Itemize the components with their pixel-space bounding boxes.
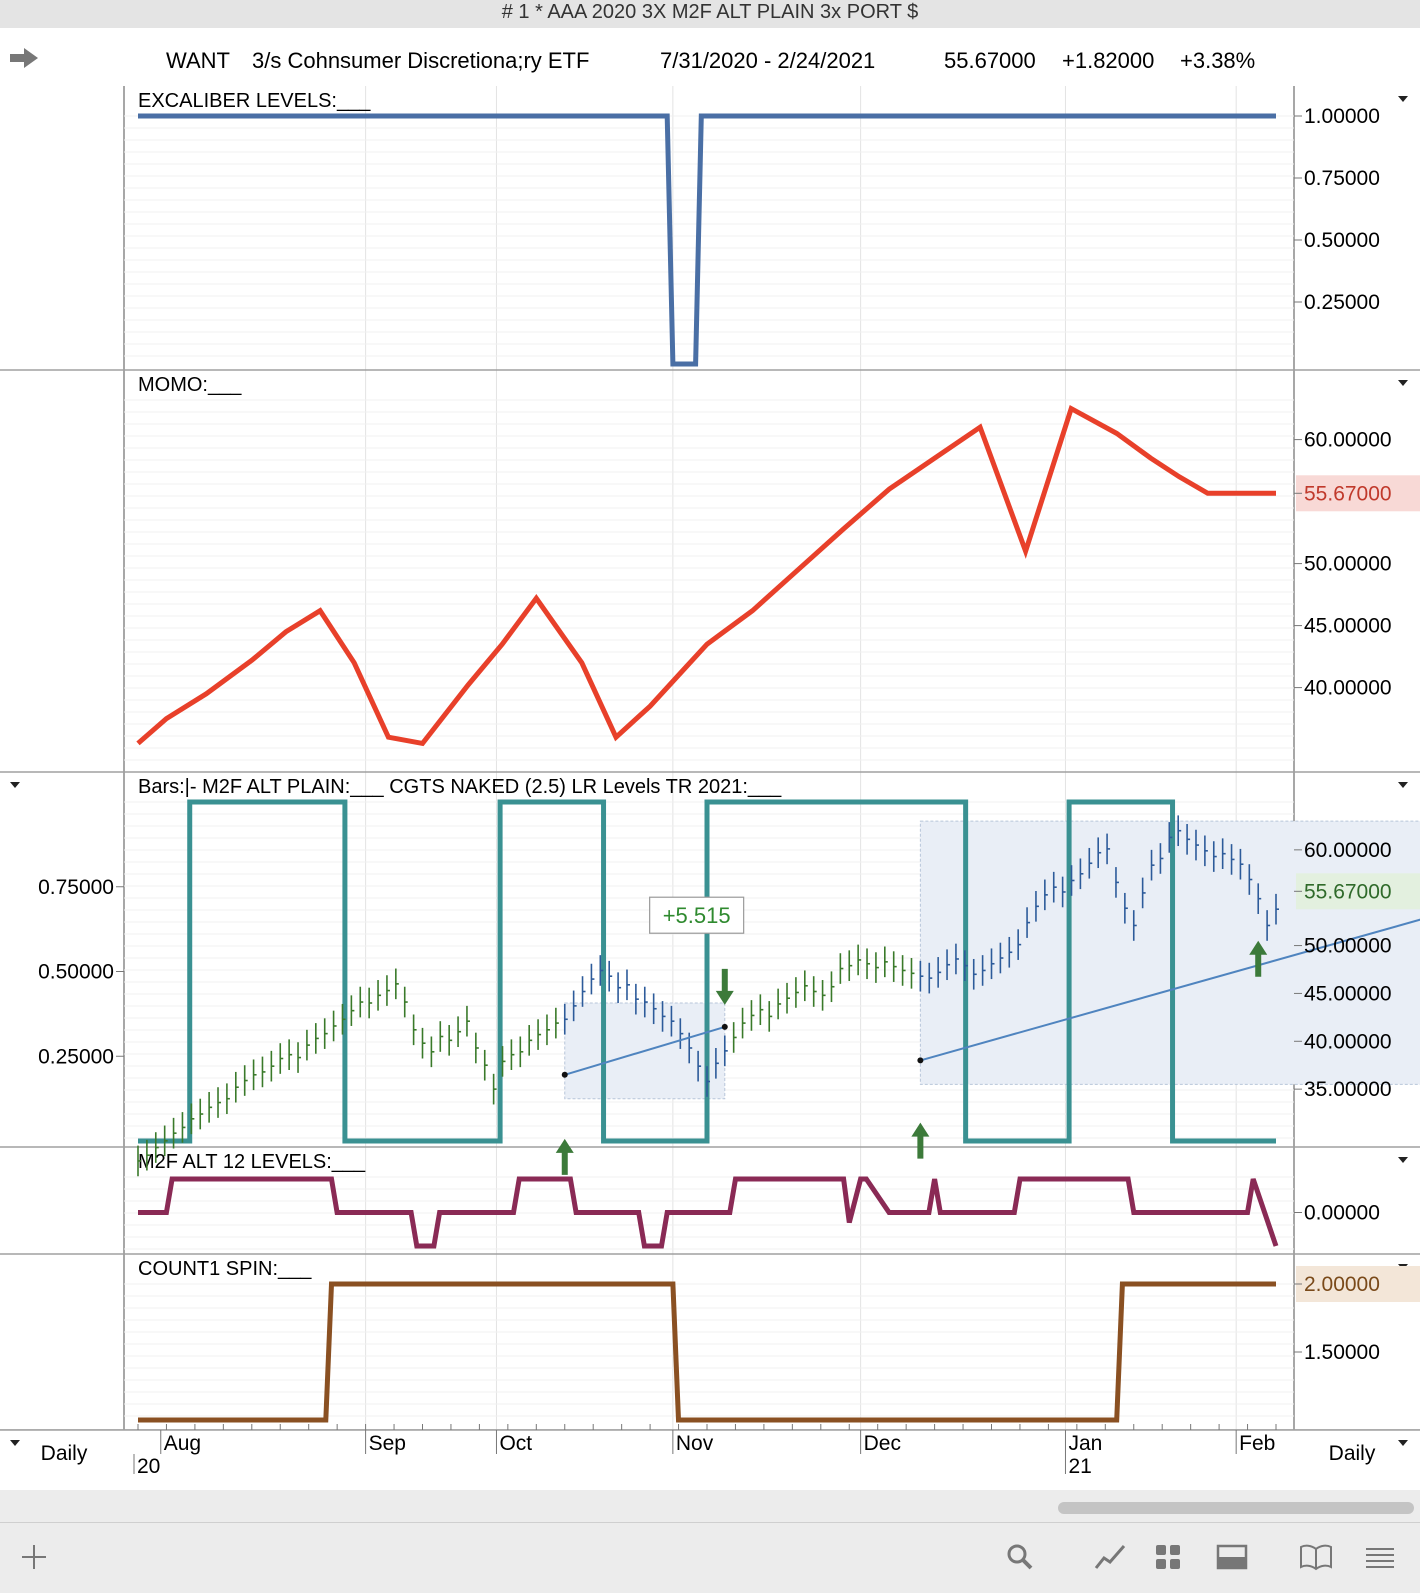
chevron-down-icon xyxy=(1398,96,1408,102)
month-label: Jan xyxy=(1068,1432,1102,1455)
left-ytick: 0.50000 xyxy=(38,961,114,984)
month-label: Aug xyxy=(164,1432,201,1455)
regression-start-dot xyxy=(917,1057,924,1064)
chevron-down-icon xyxy=(1398,1440,1408,1446)
bars-ytick: 55.67000 xyxy=(1304,880,1392,903)
chevron-down-icon xyxy=(10,782,20,788)
quote-name: 3/s Cohnsumer Discretiona;ry ETF xyxy=(252,48,590,73)
left-period-label: Daily xyxy=(41,1442,88,1465)
quote-range: 7/31/2020 - 2/24/2021 xyxy=(660,48,876,73)
excaliber-ytick: 0.25000 xyxy=(1304,291,1380,314)
panel-icon[interactable] xyxy=(1212,1537,1252,1577)
arrow-right-icon[interactable] xyxy=(8,46,40,70)
month-label: Sep xyxy=(369,1432,406,1455)
book-icon[interactable] xyxy=(1296,1537,1336,1577)
quote-change: +1.82000 xyxy=(1062,48,1155,73)
line-chart-icon[interactable] xyxy=(1090,1537,1130,1577)
quote-pct: +3.38% xyxy=(1180,48,1256,73)
month-label: Oct xyxy=(499,1432,532,1455)
quote-bar: WANT 3/s Cohnsumer Discretiona;ry ETF 7/… xyxy=(0,28,1420,87)
chevron-down-icon xyxy=(1398,782,1408,788)
year-label: 21 xyxy=(1068,1455,1091,1478)
count1-ytick: 2.00000 xyxy=(1304,1273,1380,1296)
search-icon[interactable] xyxy=(1000,1537,1040,1577)
month-label: Dec xyxy=(864,1432,901,1455)
horizontal-scrollbar[interactable] xyxy=(1058,1502,1414,1514)
bars-ytick: 40.00000 xyxy=(1304,1030,1392,1053)
momo-ytick: 50.00000 xyxy=(1304,553,1392,576)
bars-ytick: 60.00000 xyxy=(1304,839,1392,862)
year-label: 20 xyxy=(137,1455,160,1478)
bottom-toolbar xyxy=(0,1522,1420,1593)
pane-title: COUNT1 SPIN:___ xyxy=(138,1258,312,1280)
m2f-alt-plain-signal xyxy=(138,799,1276,1144)
momo-ytick: 45.00000 xyxy=(1304,615,1392,638)
count1-ytick: 1.50000 xyxy=(1304,1341,1380,1364)
momo-ytick: 55.67000 xyxy=(1304,482,1392,505)
chevron-down-icon xyxy=(1398,380,1408,386)
count1-spin-line xyxy=(138,1281,1276,1423)
left-ytick: 0.75000 xyxy=(38,876,114,899)
pane-title: Bars:|- M2F ALT PLAIN:___ CGTS NAKED (2.… xyxy=(138,776,782,798)
buy-arrow-icon xyxy=(555,1138,574,1175)
time-axis-background xyxy=(0,1430,1420,1490)
gain-annotation-box xyxy=(649,896,745,934)
right-period-label: Daily xyxy=(1329,1442,1376,1465)
regression-start-dot xyxy=(561,1071,568,1078)
excaliber-line xyxy=(138,113,1276,367)
add-icon[interactable] xyxy=(14,1537,54,1577)
grid-icon[interactable] xyxy=(1148,1537,1188,1577)
buy-arrow-icon xyxy=(1249,940,1268,977)
m2f-alt-12-line xyxy=(138,1176,1279,1249)
chevron-down-icon xyxy=(10,1440,20,1446)
month-label: Feb xyxy=(1239,1432,1275,1455)
bars-ytick: 35.00000 xyxy=(1304,1078,1392,1101)
excaliber-ytick: 1.00000 xyxy=(1304,105,1380,128)
quote-last: 55.67000 xyxy=(944,48,1036,73)
chevron-down-icon xyxy=(1398,1157,1408,1163)
momo-ytick: 40.00000 xyxy=(1304,677,1392,700)
regression-line xyxy=(920,918,1420,1062)
window-title: # 1 * AAA 2020 3X M2F ALT PLAIN 3x PORT … xyxy=(0,0,1420,29)
momo-line xyxy=(136,404,1276,747)
excaliber-ytick: 0.50000 xyxy=(1304,229,1380,252)
momo-ytick-bg xyxy=(1296,475,1420,512)
bars-ytick: 45.00000 xyxy=(1304,982,1392,1005)
buy-arrow-icon xyxy=(911,1122,930,1159)
pane-title: MOMO:___ xyxy=(138,374,242,396)
excaliber-ytick: 0.75000 xyxy=(1304,167,1380,190)
count1-ytick-bg xyxy=(1296,1266,1420,1302)
month-label: Nov xyxy=(676,1432,714,1455)
left-axis-column xyxy=(0,86,124,1490)
regression-end-dot xyxy=(721,1023,728,1030)
pane-title: EXCALIBER LEVELS:___ xyxy=(138,90,371,112)
m2f-alt-12-ytick: 0.00000 xyxy=(1304,1202,1380,1225)
sell-arrow-icon xyxy=(715,968,734,1005)
gain-annotation: +5.515 xyxy=(663,903,731,928)
chart-area[interactable]: EXCALIBER LEVELS:___ MOMO:___ Bars:|- M2F … xyxy=(0,86,1420,1522)
bars-ytick: 50.00000 xyxy=(1304,935,1392,958)
quote-symbol: WANT xyxy=(166,48,230,73)
left-ytick: 0.25000 xyxy=(38,1045,114,1068)
regression-line xyxy=(564,1025,726,1076)
pane-title: M2F ALT 12 LEVELS:___ xyxy=(138,1151,366,1173)
menu-icon[interactable] xyxy=(1360,1537,1400,1577)
momo-ytick: 60.00000 xyxy=(1304,429,1392,452)
bars-ytick-bg xyxy=(1296,873,1420,910)
